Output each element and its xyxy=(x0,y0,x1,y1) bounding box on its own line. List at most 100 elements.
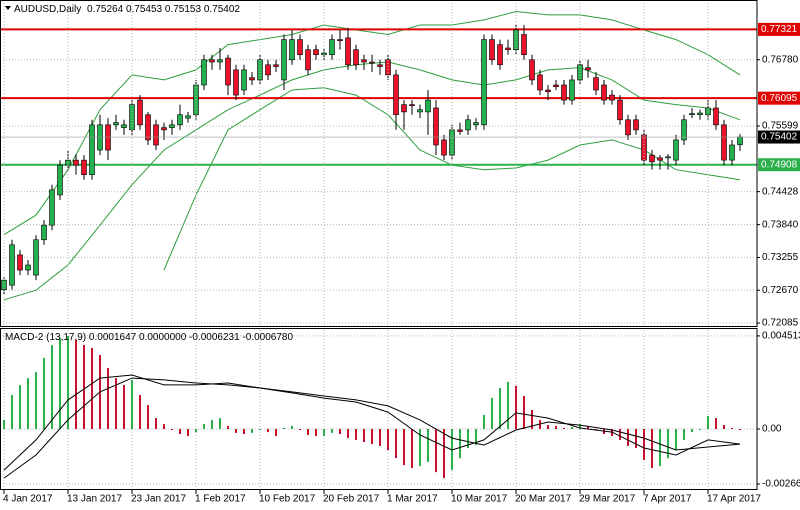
candle-body xyxy=(81,159,87,176)
candle-body xyxy=(265,64,271,76)
candle-body xyxy=(353,49,359,66)
y-tick-label: 0.76780 xyxy=(762,54,799,65)
candle-body xyxy=(449,129,455,156)
candle-body xyxy=(401,104,407,113)
candle-body xyxy=(537,74,543,91)
candle-body xyxy=(425,99,431,113)
histogram-bar xyxy=(523,396,525,430)
candle-body xyxy=(153,124,159,146)
y-tick-label: 0.004513 xyxy=(762,331,800,342)
histogram-bar xyxy=(411,429,413,468)
candle-body xyxy=(497,44,503,66)
chart-header: AUDUSD,Daily 0.75264 0.75453 0.75153 0.7… xyxy=(14,4,240,15)
histogram-bar xyxy=(379,429,381,446)
histogram-bar xyxy=(563,427,565,430)
candle-body xyxy=(377,64,383,67)
level-label-box xyxy=(758,158,800,172)
histogram-bar xyxy=(499,387,501,430)
histogram-bar xyxy=(219,418,221,430)
histogram-bar xyxy=(339,429,341,434)
y-tick-label: 0.72670 xyxy=(762,285,799,296)
candle-body xyxy=(417,109,423,113)
candle-body xyxy=(169,124,175,128)
indicator-line xyxy=(3,10,741,236)
histogram-bar xyxy=(507,381,509,430)
histogram-bar xyxy=(419,429,421,466)
candle-body xyxy=(633,119,639,131)
histogram-bar xyxy=(387,429,389,451)
histogram-bar xyxy=(659,429,661,466)
histogram-bar xyxy=(667,429,669,459)
histogram-bar xyxy=(723,425,725,430)
histogram-bar xyxy=(11,394,13,430)
histogram-bar xyxy=(683,429,685,440)
indicator-name: MACD-2 (13,17,9) xyxy=(5,332,86,343)
candle-body xyxy=(105,124,111,151)
histogram-bar xyxy=(35,372,37,430)
candle-body xyxy=(625,119,631,136)
candle-body xyxy=(225,57,231,86)
candle-body xyxy=(673,139,679,161)
histogram-bar xyxy=(579,424,581,430)
candle-body xyxy=(465,119,471,131)
histogram-bar xyxy=(555,425,557,430)
candle-body xyxy=(281,39,287,81)
candle-body xyxy=(385,59,391,76)
histogram-bar xyxy=(275,429,277,437)
histogram-bar xyxy=(115,378,117,430)
x-tick-label: 29 Mar 2017 xyxy=(579,494,636,505)
candle-body xyxy=(345,37,351,66)
histogram-bar xyxy=(347,429,349,439)
histogram-bar xyxy=(627,429,629,446)
histogram-bar xyxy=(547,425,549,430)
candle-body xyxy=(441,139,447,156)
histogram-bar xyxy=(179,429,181,434)
candle-body xyxy=(73,159,79,166)
candle-body xyxy=(473,122,479,126)
histogram-bar xyxy=(587,425,589,430)
candle-body xyxy=(505,47,511,50)
level-label-box xyxy=(758,22,800,36)
candle-body xyxy=(33,239,39,276)
histogram-bar xyxy=(59,338,61,430)
candle-body xyxy=(409,104,415,107)
histogram-bar xyxy=(227,425,229,430)
candle-body xyxy=(1,279,7,290)
candle-body xyxy=(17,254,23,271)
histogram-bar xyxy=(459,429,461,459)
candle-body xyxy=(121,124,127,128)
candle-body xyxy=(217,59,223,63)
candle-body xyxy=(569,79,575,101)
histogram-bar xyxy=(107,367,109,430)
candle-body xyxy=(97,124,103,151)
histogram-bar xyxy=(635,429,637,448)
histogram-bar xyxy=(83,345,85,430)
candle-body xyxy=(721,124,727,161)
histogram-bar xyxy=(443,429,445,479)
candle-body xyxy=(529,59,535,81)
y-tick-label: 0.73840 xyxy=(762,219,799,230)
candle-body xyxy=(41,224,47,241)
level-label: 0.76095 xyxy=(761,93,798,104)
y-tick-label: -0.002666 xyxy=(762,479,800,490)
candle-body xyxy=(9,244,15,286)
price-plot xyxy=(0,1,757,326)
histogram-bar xyxy=(731,427,733,430)
x-tick-label: 7 Apr 2017 xyxy=(643,494,692,505)
candle-body xyxy=(521,34,527,56)
candle-body xyxy=(545,89,551,93)
indicator-value: -0.0006231 xyxy=(189,332,240,343)
candle-body xyxy=(665,156,671,159)
price-label: 0.75402 xyxy=(761,132,798,143)
level-label: 0.74908 xyxy=(761,159,798,170)
x-tick-label: 13 Jan 2017 xyxy=(67,494,122,505)
histogram-bar xyxy=(651,429,653,468)
candle-body xyxy=(609,94,615,101)
histogram-bar xyxy=(139,394,141,430)
histogram-bar xyxy=(739,429,741,431)
histogram-bar xyxy=(331,429,333,433)
histogram-bar xyxy=(467,429,469,448)
histogram-bar xyxy=(699,429,701,431)
histogram-bar xyxy=(243,429,245,434)
